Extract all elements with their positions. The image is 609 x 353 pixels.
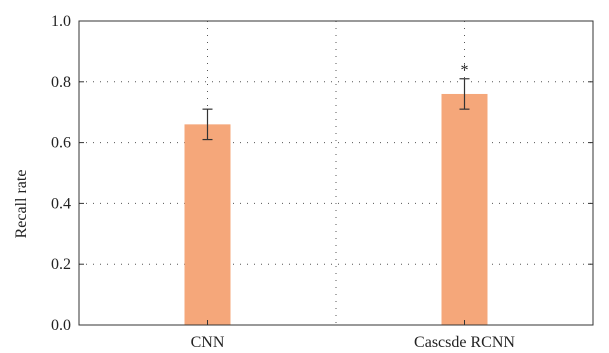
axis-layer	[78, 20, 594, 326]
x-tick-label: Cascsde RCNN	[414, 334, 515, 351]
y-axis-title: Recall rate	[13, 170, 30, 239]
y-tick-label: 0.6	[51, 135, 71, 152]
y-tick-label: 0.0	[51, 317, 71, 334]
grid-layer	[79, 21, 593, 325]
y-tick-label: 0.2	[51, 256, 71, 273]
y-tick-label: 0.4	[51, 195, 71, 212]
label-layer: 0.0 0.2 0.4 0.6 0.8 1.0 CNN Cascsde RCNN *	[51, 13, 515, 351]
x-tick-label: CNN	[191, 334, 225, 351]
bar-layer	[184, 78, 488, 326]
significance-marker: *	[461, 62, 469, 79]
y-tick-label: 0.8	[51, 74, 71, 91]
y-tick-label: 1.0	[51, 13, 71, 30]
bar	[184, 124, 231, 325]
plot-frame	[78, 20, 594, 326]
bar	[441, 93, 488, 326]
